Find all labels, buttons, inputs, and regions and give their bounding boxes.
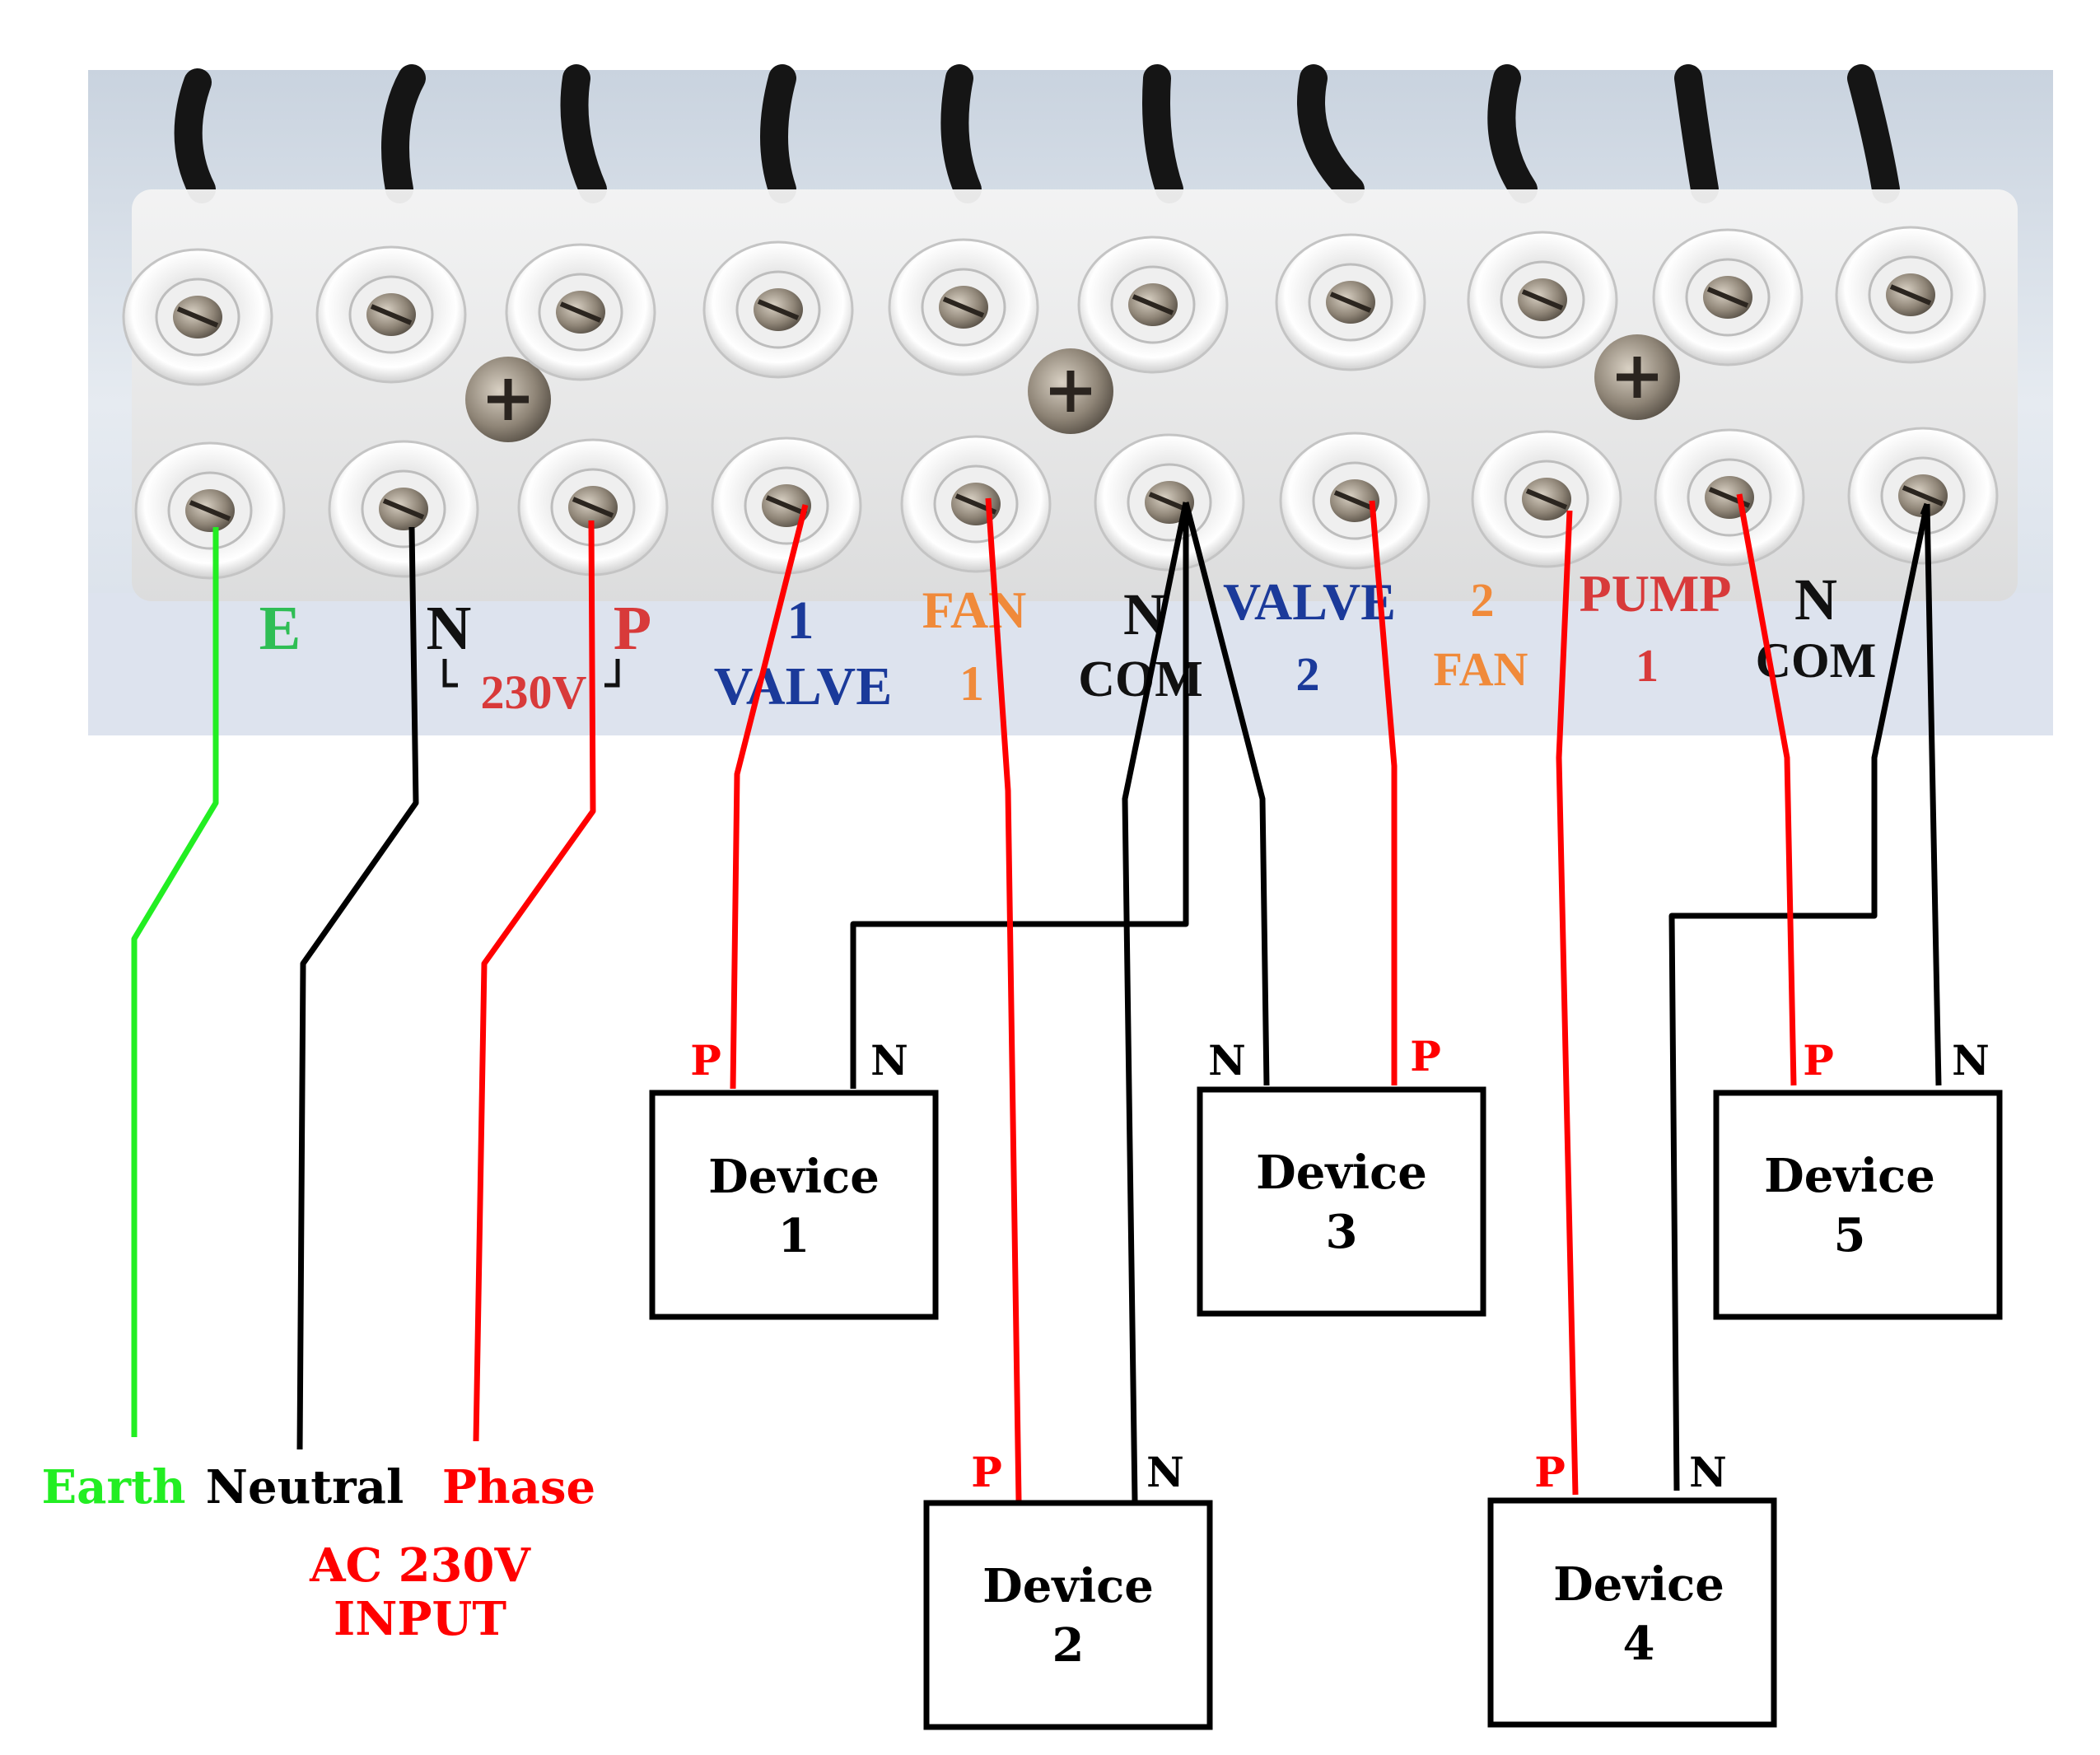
terminal-bottom-10 — [1847, 427, 1999, 565]
device-2-phase-pin: P — [971, 1448, 1002, 1496]
device-4-number: 4 — [1623, 1617, 1655, 1671]
neutral-input-wire — [296, 526, 419, 1450]
neutral-label: Neutral — [206, 1460, 404, 1515]
terminal-top-7 — [1275, 233, 1426, 371]
device-1-name: Device — [708, 1150, 880, 1204]
device-4-name: Device — [1553, 1557, 1724, 1612]
terminal-bottom-5 — [900, 435, 1052, 573]
phase-input-wire — [473, 520, 596, 1442]
strip-label-N-com2: N — [1794, 567, 1837, 632]
input-bracket — [442, 659, 620, 688]
terminal-collars — [122, 226, 1999, 580]
device1-neutral-wire — [850, 502, 1189, 1089]
com2-extra-wire — [1920, 502, 1930, 516]
device-4: Device 4 P N — [1487, 1448, 1777, 1728]
strip-label-2-top: 2 — [1471, 573, 1495, 627]
device4-neutral-wire — [1668, 503, 1930, 1491]
device-1-phase-pin: P — [690, 1036, 721, 1085]
device-5-box — [1713, 1090, 2003, 1320]
terminal-bottom-2 — [328, 440, 479, 578]
strip-label-FAN-top: FAN — [922, 581, 1027, 639]
terminal-bottom-8 — [1471, 430, 1622, 568]
terminal-bottom-1 — [134, 441, 286, 580]
device5-phase-wire — [1736, 493, 1797, 1086]
device-wires — [730, 493, 1942, 1501]
terminal-bottom-4 — [711, 436, 862, 575]
device3-neutral-wire — [1183, 502, 1270, 1086]
device-5-neutral-pin: N — [1952, 1036, 1990, 1085]
terminal-top-3 — [505, 243, 656, 381]
terminal-bottom-6 — [1094, 433, 1245, 572]
strip-label-VALVE-bottom: VALVE — [714, 656, 892, 716]
strip-label-P-input: P — [614, 594, 651, 663]
terminal-top-1 — [122, 248, 273, 386]
device-3-phase-pin: P — [1410, 1032, 1441, 1081]
strip-label-PUMP: PUMP — [1580, 564, 1732, 623]
device-3: Device 3 N P — [1197, 1032, 1486, 1317]
device-3-neutral-pin: N — [1208, 1036, 1246, 1085]
device-5-phase-pin: P — [1803, 1036, 1834, 1085]
device-2-number: 2 — [1052, 1618, 1085, 1673]
device5-neutral-wire — [1924, 503, 1942, 1086]
device-4-box — [1487, 1497, 1777, 1728]
device-5-number: 5 — [1834, 1208, 1866, 1263]
terminal-top-9 — [1652, 228, 1804, 366]
input-labels: Earth Neutral Phase AC 230V INPUT — [41, 1460, 595, 1646]
device-4-neutral-pin: N — [1689, 1448, 1727, 1496]
strip-label-COM-1: COM — [1078, 651, 1203, 707]
device2-neutral-wire — [1122, 502, 1189, 1501]
device-1-neutral-pin: N — [870, 1036, 908, 1085]
ac-input-caption-line2: INPUT — [334, 1592, 506, 1646]
rear-cables — [174, 64, 1900, 203]
device1-phase-wire — [730, 504, 809, 1090]
strip-label-N-input: N — [427, 594, 472, 663]
ac-input-caption-line1: AC 230V — [309, 1538, 531, 1593]
phase-label: Phase — [442, 1460, 595, 1515]
mounting-screws — [465, 334, 1680, 442]
device-3-box — [1197, 1086, 1486, 1317]
device-3-name: Device — [1256, 1146, 1427, 1200]
terminal-top-5 — [888, 238, 1039, 376]
terminal-top-4 — [702, 240, 854, 379]
earth-label: Earth — [41, 1460, 185, 1515]
device-2: Device 2 P N — [923, 1448, 1213, 1730]
device-1: Device 1 P N — [649, 1036, 939, 1320]
strip-label-2-bottom: 2 — [1296, 647, 1320, 701]
terminal-bottom-7 — [1279, 432, 1430, 570]
strip-label-230V: 230V — [481, 665, 587, 719]
device-3-number: 3 — [1326, 1205, 1358, 1259]
device-5: Device 5 P N — [1713, 1036, 2003, 1320]
device-2-box — [923, 1500, 1213, 1730]
device-5-name: Device — [1764, 1149, 1935, 1203]
device2-phase-wire — [985, 497, 1022, 1501]
strip-label-E: E — [259, 594, 301, 663]
terminal-top-6 — [1077, 236, 1229, 374]
device-1-box — [649, 1090, 939, 1320]
device3-phase-wire — [1369, 500, 1398, 1085]
device-4-phase-pin: P — [1534, 1448, 1566, 1496]
strip-label-VALVE-top: VALVE — [1223, 572, 1396, 631]
terminal-bottom-9 — [1654, 428, 1805, 567]
strip-label-1-fan: 1 — [1636, 641, 1659, 692]
device4-phase-wire — [1556, 510, 1579, 1496]
terminal-block-photo: E N P 1 FAN N VALVE 2 PUMP N 230V VALVE … — [88, 64, 2053, 735]
terminal-top-2 — [315, 245, 467, 384]
strip-label-1-top: 1 — [787, 590, 814, 651]
terminal-top-10 — [1835, 226, 1986, 364]
earth-wire — [131, 527, 219, 1437]
device-2-neutral-pin: N — [1146, 1448, 1184, 1496]
strip-label-1-valve: 1 — [959, 656, 984, 711]
strip-label-FAN-bottom: FAN — [1434, 642, 1528, 696]
input-wires — [131, 520, 596, 1450]
terminal-top-8 — [1467, 231, 1618, 369]
device-2-name: Device — [982, 1559, 1154, 1613]
device-1-number: 1 — [778, 1209, 810, 1263]
strip-labels-top: E N P 1 FAN N VALVE 2 PUMP N — [259, 564, 1837, 663]
